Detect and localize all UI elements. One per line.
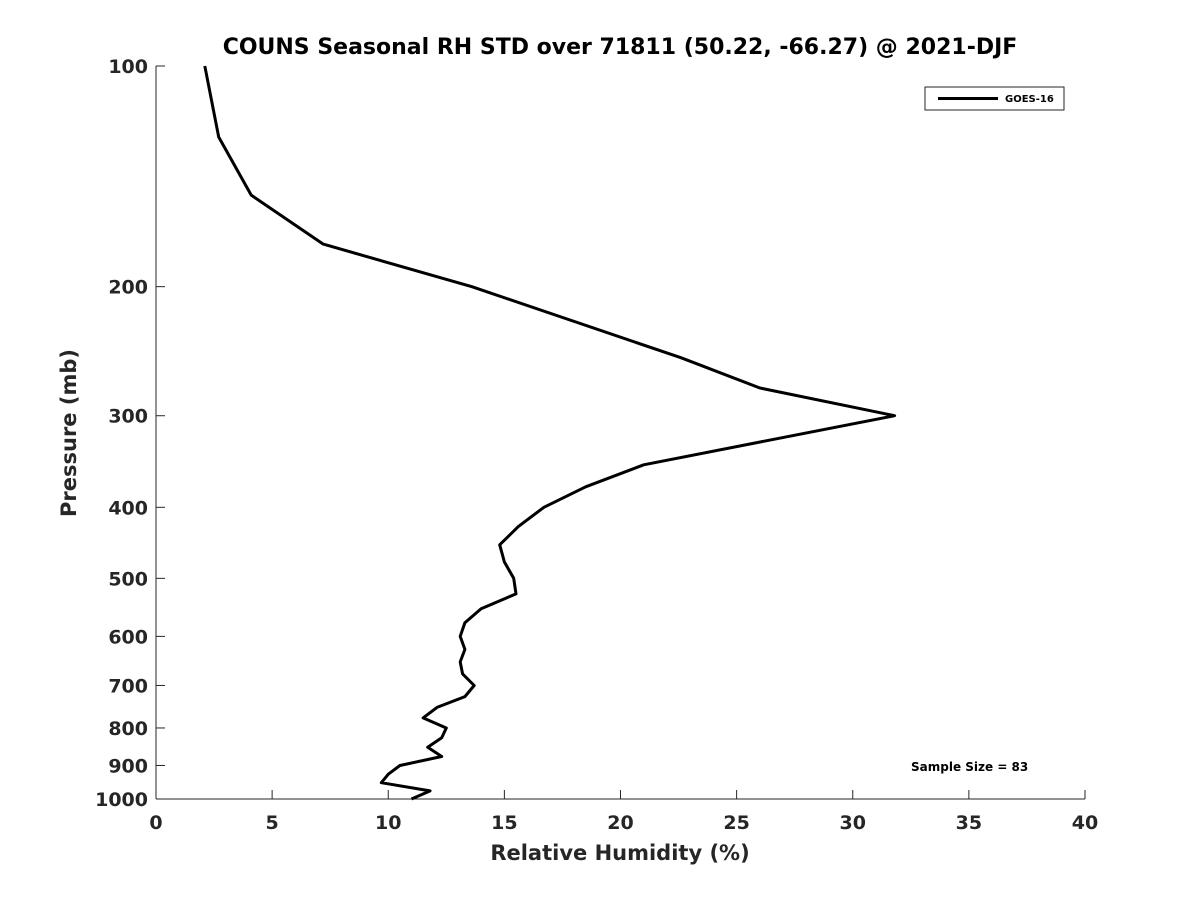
- series-line-goes-16: [203, 65, 897, 801]
- x-tick-label: 5: [266, 812, 279, 834]
- y-tick-label: 700: [108, 675, 148, 697]
- x-tick-label: 35: [956, 812, 982, 834]
- y-tick-label: 200: [108, 277, 148, 299]
- y-axis-ticks: 100 200 300 400 500 600 700 800 900 1000: [95, 56, 165, 811]
- y-tick-label: 100: [108, 56, 148, 78]
- y-axis-label: Pressure (mb): [57, 349, 81, 517]
- x-tick-label: 20: [607, 812, 633, 834]
- x-axis-label: Relative Humidity (%): [490, 841, 749, 865]
- x-tick-label: 30: [840, 812, 866, 834]
- legend: GOES-16: [924, 86, 1065, 111]
- x-tick-label: 10: [375, 812, 401, 834]
- y-tick-label: 800: [108, 718, 148, 740]
- x-axis-ticks: 0 5 10 15 20 25 30 35 40: [149, 790, 1098, 834]
- y-tick-label: 300: [108, 406, 148, 428]
- sample-size-annotation: Sample Size = 83: [911, 760, 1028, 774]
- y-tick-label: 500: [108, 568, 148, 590]
- y-tick-label: 600: [108, 626, 148, 648]
- x-tick-label: 15: [491, 812, 517, 834]
- series-group: [203, 65, 897, 801]
- legend-label-goes16: GOES-16: [1005, 94, 1054, 105]
- x-tick-label: 25: [723, 812, 749, 834]
- y-tick-label: 900: [108, 755, 148, 777]
- x-tick-label: 0: [149, 812, 162, 834]
- chart-title: COUNS Seasonal RH STD over 71811 (50.22,…: [223, 35, 1018, 60]
- y-tick-label: 1000: [95, 789, 148, 811]
- x-tick-label: 40: [1072, 812, 1098, 834]
- y-tick-label: 400: [108, 497, 148, 519]
- plot-area: [155, 65, 1085, 800]
